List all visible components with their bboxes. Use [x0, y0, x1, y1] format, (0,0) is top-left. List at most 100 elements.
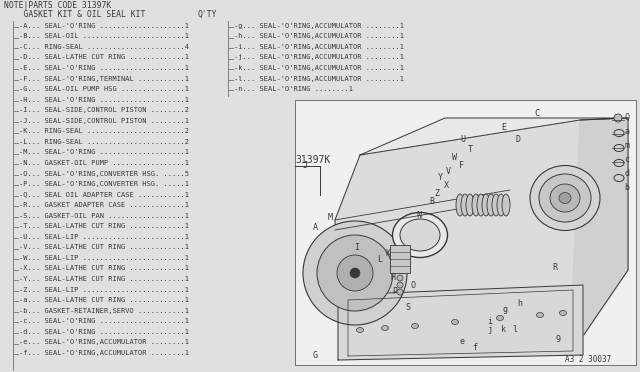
- Text: -L... RING-SEAL .......................2: -L... RING-SEAL .......................2: [19, 139, 189, 145]
- Ellipse shape: [497, 194, 505, 216]
- Text: O: O: [410, 280, 415, 289]
- Text: -R... GASKET ADAPTER CASE .............1: -R... GASKET ADAPTER CASE .............1: [19, 202, 189, 208]
- Ellipse shape: [614, 174, 624, 182]
- Circle shape: [397, 275, 403, 281]
- Text: Q: Q: [625, 112, 630, 122]
- Text: -U... SEAL-LIP ........................1: -U... SEAL-LIP ........................1: [19, 234, 189, 240]
- Ellipse shape: [461, 194, 469, 216]
- Ellipse shape: [614, 160, 624, 167]
- Text: -W... SEAL-LIP ........................1: -W... SEAL-LIP ........................1: [19, 255, 189, 261]
- Ellipse shape: [487, 194, 495, 216]
- Text: -l... SEAL-'O'RING,ACCUMULATOR ........1: -l... SEAL-'O'RING,ACCUMULATOR ........1: [234, 76, 404, 81]
- Text: k: k: [500, 326, 506, 334]
- Circle shape: [614, 114, 622, 122]
- Ellipse shape: [497, 315, 504, 321]
- Circle shape: [350, 268, 360, 278]
- Circle shape: [337, 255, 373, 291]
- Text: c: c: [625, 154, 630, 164]
- Polygon shape: [570, 118, 628, 355]
- Text: Y: Y: [438, 173, 442, 183]
- Text: F: F: [458, 161, 463, 170]
- Text: V: V: [445, 167, 451, 176]
- Text: m: m: [625, 141, 630, 150]
- Bar: [295, 100, 636, 365]
- Ellipse shape: [477, 194, 485, 216]
- Circle shape: [317, 235, 393, 311]
- Text: H: H: [390, 273, 396, 282]
- Ellipse shape: [502, 194, 510, 216]
- Ellipse shape: [400, 219, 440, 251]
- Text: C: C: [534, 109, 540, 118]
- Text: -j... SEAL-'O'RING,ACCUMULATOR ........1: -j... SEAL-'O'RING,ACCUMULATOR ........1: [234, 54, 404, 60]
- Text: W: W: [452, 154, 458, 163]
- Polygon shape: [338, 285, 583, 360]
- Text: -e... SEAL-'O'RING,ACCUMULATOR ........1: -e... SEAL-'O'RING,ACCUMULATOR ........1: [19, 339, 189, 345]
- Text: -I... SEAL-SIDE,CONTROL PISTON ........2: -I... SEAL-SIDE,CONTROL PISTON ........2: [19, 107, 189, 113]
- Text: -Z... SEAL-LIP ........................1: -Z... SEAL-LIP ........................1: [19, 286, 189, 292]
- Text: -F... SEAL-'O'RING,TERMINAL ...........1: -F... SEAL-'O'RING,TERMINAL ...........1: [19, 76, 189, 81]
- Text: f: f: [472, 343, 477, 353]
- Text: X: X: [444, 182, 449, 190]
- Text: -J... SEAL-SIDE,CONTROL PISTON ........1: -J... SEAL-SIDE,CONTROL PISTON ........1: [19, 118, 189, 124]
- Text: -E... SEAL-'O'RING ....................1: -E... SEAL-'O'RING ....................1: [19, 65, 189, 71]
- Text: -C... RING-SEAL .......................4: -C... RING-SEAL .......................4: [19, 44, 189, 50]
- Text: A3 2 30037: A3 2 30037: [565, 355, 611, 364]
- Text: -K... RING-SEAL .......................2: -K... RING-SEAL .......................2: [19, 128, 189, 134]
- Text: -a... SEAL-LATHE CUT RING .............1: -a... SEAL-LATHE CUT RING .............1: [19, 297, 189, 303]
- Text: -X... SEAL-LATHE CUT RING .............1: -X... SEAL-LATHE CUT RING .............1: [19, 266, 189, 272]
- Bar: [390, 245, 410, 273]
- Text: GASKET KIT & OIL SEAL KIT: GASKET KIT & OIL SEAL KIT: [4, 10, 145, 19]
- Text: N: N: [417, 211, 422, 219]
- Text: -Y... SEAL-LATHE CUT RING .............1: -Y... SEAL-LATHE CUT RING .............1: [19, 276, 189, 282]
- Ellipse shape: [451, 320, 458, 324]
- Ellipse shape: [381, 326, 388, 330]
- Text: -B... SEAL-OIL ........................1: -B... SEAL-OIL ........................1: [19, 33, 189, 39]
- Text: NOTE|PARTS CODE 31397K: NOTE|PARTS CODE 31397K: [4, 1, 111, 10]
- Ellipse shape: [530, 166, 600, 231]
- Text: -D... SEAL-LATHE CUT RING .............1: -D... SEAL-LATHE CUT RING .............1: [19, 54, 189, 60]
- Text: A: A: [312, 224, 317, 232]
- Ellipse shape: [550, 184, 580, 212]
- Text: R: R: [552, 263, 557, 273]
- Text: -c... SEAL-'O'RING ....................1: -c... SEAL-'O'RING ....................1: [19, 318, 189, 324]
- Ellipse shape: [392, 212, 447, 257]
- Text: K: K: [385, 248, 390, 257]
- Text: -d... SEAL-'O'RING ....................1: -d... SEAL-'O'RING ....................1: [19, 329, 189, 335]
- Text: -N... GASKET-OIL PUMP .................1: -N... GASKET-OIL PUMP .................1: [19, 160, 189, 166]
- Text: -n... SEAL-'O'RING ........1: -n... SEAL-'O'RING ........1: [234, 86, 353, 92]
- Text: -h... SEAL-'O'RING,ACCUMULATOR ........1: -h... SEAL-'O'RING,ACCUMULATOR ........1: [234, 33, 404, 39]
- Text: -A... SEAL-'O'RING ....................1: -A... SEAL-'O'RING ....................1: [19, 23, 189, 29]
- Polygon shape: [335, 120, 628, 358]
- Ellipse shape: [412, 324, 419, 328]
- Ellipse shape: [559, 311, 566, 315]
- Ellipse shape: [559, 192, 571, 203]
- Text: -O... SEAL-'O'RING,CONVERTER HSG. .....5: -O... SEAL-'O'RING,CONVERTER HSG. .....5: [19, 170, 189, 176]
- Text: J: J: [303, 160, 307, 170]
- Text: B: B: [429, 198, 435, 206]
- Ellipse shape: [492, 194, 500, 216]
- Text: g: g: [502, 305, 508, 314]
- Ellipse shape: [539, 174, 591, 222]
- Ellipse shape: [456, 194, 464, 216]
- Text: 9: 9: [556, 336, 561, 344]
- Text: h: h: [518, 299, 522, 308]
- Text: l: l: [513, 326, 518, 334]
- Text: -G... SEAL-OIL PUMP HSG ...............1: -G... SEAL-OIL PUMP HSG ...............1: [19, 86, 189, 92]
- Circle shape: [303, 221, 407, 325]
- Text: D: D: [515, 135, 520, 144]
- Text: P: P: [392, 288, 397, 296]
- Text: -Q... SEAL OIL ADAPTER CASE ...........1: -Q... SEAL OIL ADAPTER CASE ...........1: [19, 192, 189, 198]
- Text: b: b: [625, 183, 630, 192]
- Text: Z: Z: [435, 189, 440, 199]
- Text: T: T: [467, 145, 472, 154]
- Text: -T... SEAL-LATHE CUT RING .............1: -T... SEAL-LATHE CUT RING .............1: [19, 223, 189, 229]
- Text: -V... SEAL-LATHE CUT RING .............1: -V... SEAL-LATHE CUT RING .............1: [19, 244, 189, 250]
- Text: -f... SEAL-'O'RING,ACCUMULATOR ........1: -f... SEAL-'O'RING,ACCUMULATOR ........1: [19, 350, 189, 356]
- Circle shape: [397, 282, 403, 288]
- Text: I: I: [355, 244, 360, 253]
- Text: U: U: [461, 135, 465, 144]
- Text: -M... SEAL-'O'RING ....................1: -M... SEAL-'O'RING ....................1: [19, 150, 189, 155]
- Text: j: j: [488, 326, 493, 334]
- Text: a: a: [625, 126, 630, 135]
- Ellipse shape: [536, 312, 543, 317]
